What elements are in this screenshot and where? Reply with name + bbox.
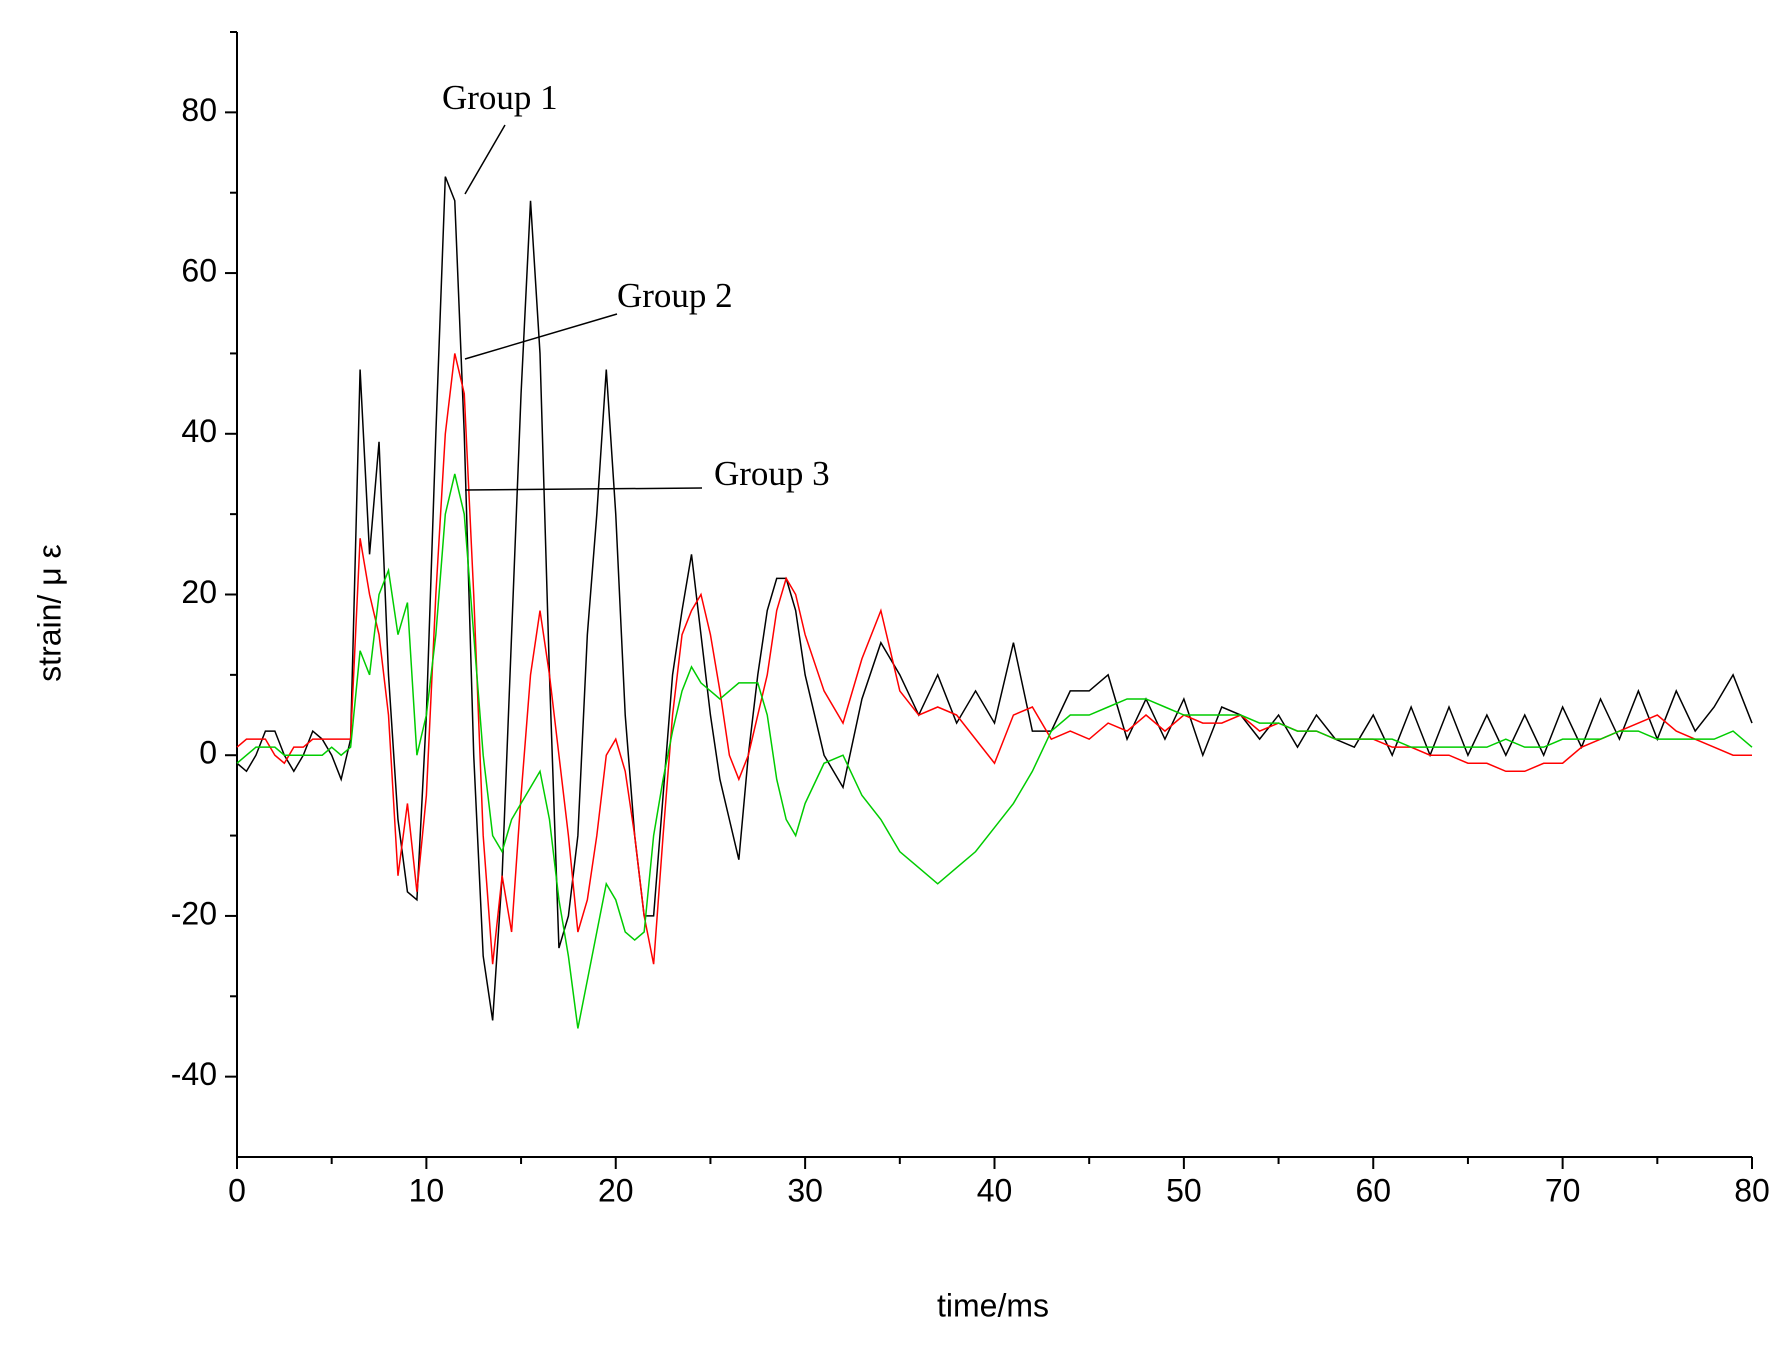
- callout-line: [464, 487, 703, 491]
- y-tick-label: 40: [181, 413, 217, 449]
- callout-line: [464, 124, 506, 195]
- series-line: [236, 473, 1753, 1029]
- x-tick-label: 10: [409, 1172, 445, 1208]
- y-tick-label: -40: [171, 1056, 217, 1092]
- series-label: Group 3: [714, 454, 830, 493]
- series-label: Group 1: [442, 78, 558, 117]
- series-label: Group 2: [617, 276, 733, 315]
- x-tick-label: 80: [1734, 1172, 1770, 1208]
- callout-line: [464, 313, 618, 360]
- x-tick-label: 20: [598, 1172, 634, 1208]
- series-line: [236, 176, 1753, 1021]
- x-tick-label: 30: [787, 1172, 823, 1208]
- x-tick-label: 70: [1545, 1172, 1581, 1208]
- y-tick-label: 20: [181, 574, 217, 610]
- y-tick-label: 60: [181, 253, 217, 289]
- y-tick-label: 0: [199, 735, 217, 771]
- y-tick-label: -20: [171, 895, 217, 931]
- series-line: [236, 353, 1752, 965]
- x-tick-label: 40: [977, 1172, 1013, 1208]
- x-tick-label: 0: [228, 1172, 246, 1208]
- y-tick-label: 80: [181, 92, 217, 128]
- x-tick-label: 60: [1355, 1172, 1391, 1208]
- y-axis-label: strain/ μ ε: [31, 544, 67, 682]
- x-axis-label: time/ms: [937, 1287, 1049, 1323]
- x-tick-label: 50: [1166, 1172, 1202, 1208]
